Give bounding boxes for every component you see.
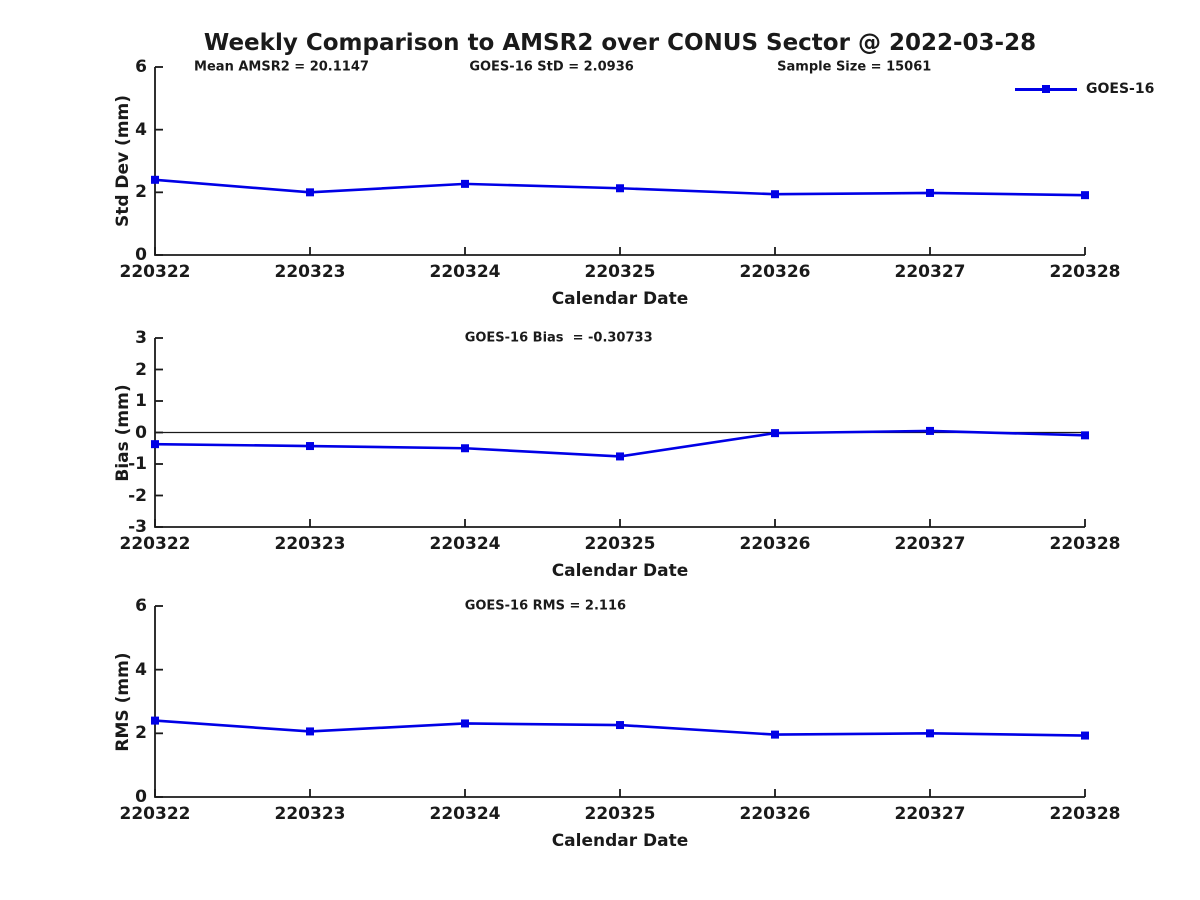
stat-annotation: GOES-16 RMS = 2.116 — [464, 598, 627, 614]
x-tick-label: 220324 — [429, 804, 501, 824]
y-tick-label: 0 — [135, 787, 147, 807]
x-tick-label: 220327 — [894, 534, 966, 554]
y-tick-label: 2 — [135, 359, 147, 380]
y-tick-label: -1 — [128, 454, 147, 474]
data-point-marker — [771, 429, 779, 438]
data-point-marker — [926, 729, 934, 738]
plot-area — [151, 605, 1089, 798]
x-tick-label: 220326 — [739, 262, 811, 282]
data-point-marker — [306, 442, 314, 451]
x-tick-label: 220328 — [1049, 804, 1121, 824]
data-point-marker — [616, 184, 624, 193]
data-point-marker — [616, 721, 624, 730]
x-tick-label: 220323 — [274, 534, 346, 554]
data-point-marker — [306, 727, 314, 736]
y-tick-label: 2 — [135, 723, 147, 744]
x-tick-label: 220327 — [894, 262, 966, 282]
data-point-marker — [926, 188, 934, 197]
x-tick-label: 220323 — [274, 262, 346, 282]
x-tick-label: 220328 — [1049, 534, 1121, 554]
x-axis-label-calendar-date: Calendar Date — [551, 289, 689, 309]
x-tick-label: 220326 — [739, 804, 811, 824]
x-tick-label: 220326 — [739, 534, 811, 554]
x-axis-label-calendar-date: Calendar Date — [551, 831, 689, 851]
stat-annotation: Sample Size = 15061 — [777, 59, 932, 75]
plot-area — [151, 66, 1089, 256]
y-tick-label: 6 — [135, 57, 147, 77]
figure-title: Weekly Comparison to AMSR2 over CONUS Se… — [203, 30, 1037, 56]
x-tick-label: 220324 — [429, 262, 501, 282]
legend-label: GOES-16 — [1086, 81, 1155, 97]
legend: GOES-16 — [1015, 81, 1154, 97]
x-tick-label: 220327 — [894, 804, 966, 824]
x-tick-label: 220323 — [274, 804, 346, 824]
y-tick-label: 0 — [135, 422, 147, 443]
y-tick-label: 4 — [135, 119, 147, 140]
y-tick-label: 6 — [135, 596, 147, 616]
x-tick-label: 220325 — [584, 262, 656, 282]
data-point-marker — [616, 452, 624, 461]
data-point-marker — [151, 175, 159, 184]
y-tick-label: 2 — [135, 182, 147, 203]
x-tick-label: 220325 — [584, 534, 656, 554]
x-tick-label: 220322 — [119, 262, 191, 282]
x-tick-label: 220322 — [119, 534, 191, 554]
y-tick-label: 0 — [135, 245, 147, 265]
stat-annotation: Mean AMSR2 = 20.1147 — [194, 59, 369, 75]
legend-line-sample — [1015, 85, 1077, 93]
data-point-marker — [1081, 731, 1089, 740]
stat-annotation: GOES-16 Bias = -0.30733 — [464, 330, 653, 346]
axis-frame — [154, 67, 1085, 256]
stat-annotation: GOES-16 StD = 2.0936 — [469, 59, 634, 75]
x-tick-label: 220324 — [429, 534, 501, 554]
x-tick-label: 220328 — [1049, 262, 1121, 282]
axis-frame — [154, 606, 1085, 798]
y-axis-label-rms: RMS (mm) — [113, 651, 133, 752]
y-tick-label: 4 — [135, 659, 147, 680]
data-point-marker — [771, 730, 779, 739]
data-point-marker — [461, 719, 469, 728]
data-point-marker — [461, 179, 469, 188]
data-point-marker — [306, 188, 314, 197]
plot-area — [151, 337, 1089, 528]
y-axis-label-std-dev: Std Dev (mm) — [113, 94, 133, 228]
y-tick-label: 3 — [135, 328, 147, 348]
data-point-marker — [771, 190, 779, 199]
data-point-marker — [151, 440, 159, 449]
x-tick-label: 220322 — [119, 804, 191, 824]
data-point-marker — [1081, 431, 1089, 440]
y-tick-label: -3 — [128, 517, 147, 537]
legend-square-marker-icon — [1042, 85, 1050, 93]
x-axis-label-calendar-date: Calendar Date — [551, 561, 689, 581]
y-tick-label: -2 — [128, 485, 147, 506]
y-tick-label: 1 — [135, 391, 147, 411]
data-point-marker — [461, 444, 469, 453]
data-point-marker — [151, 716, 159, 725]
data-point-marker — [1081, 191, 1089, 200]
x-tick-label: 220325 — [584, 804, 656, 824]
data-point-marker — [926, 426, 934, 435]
